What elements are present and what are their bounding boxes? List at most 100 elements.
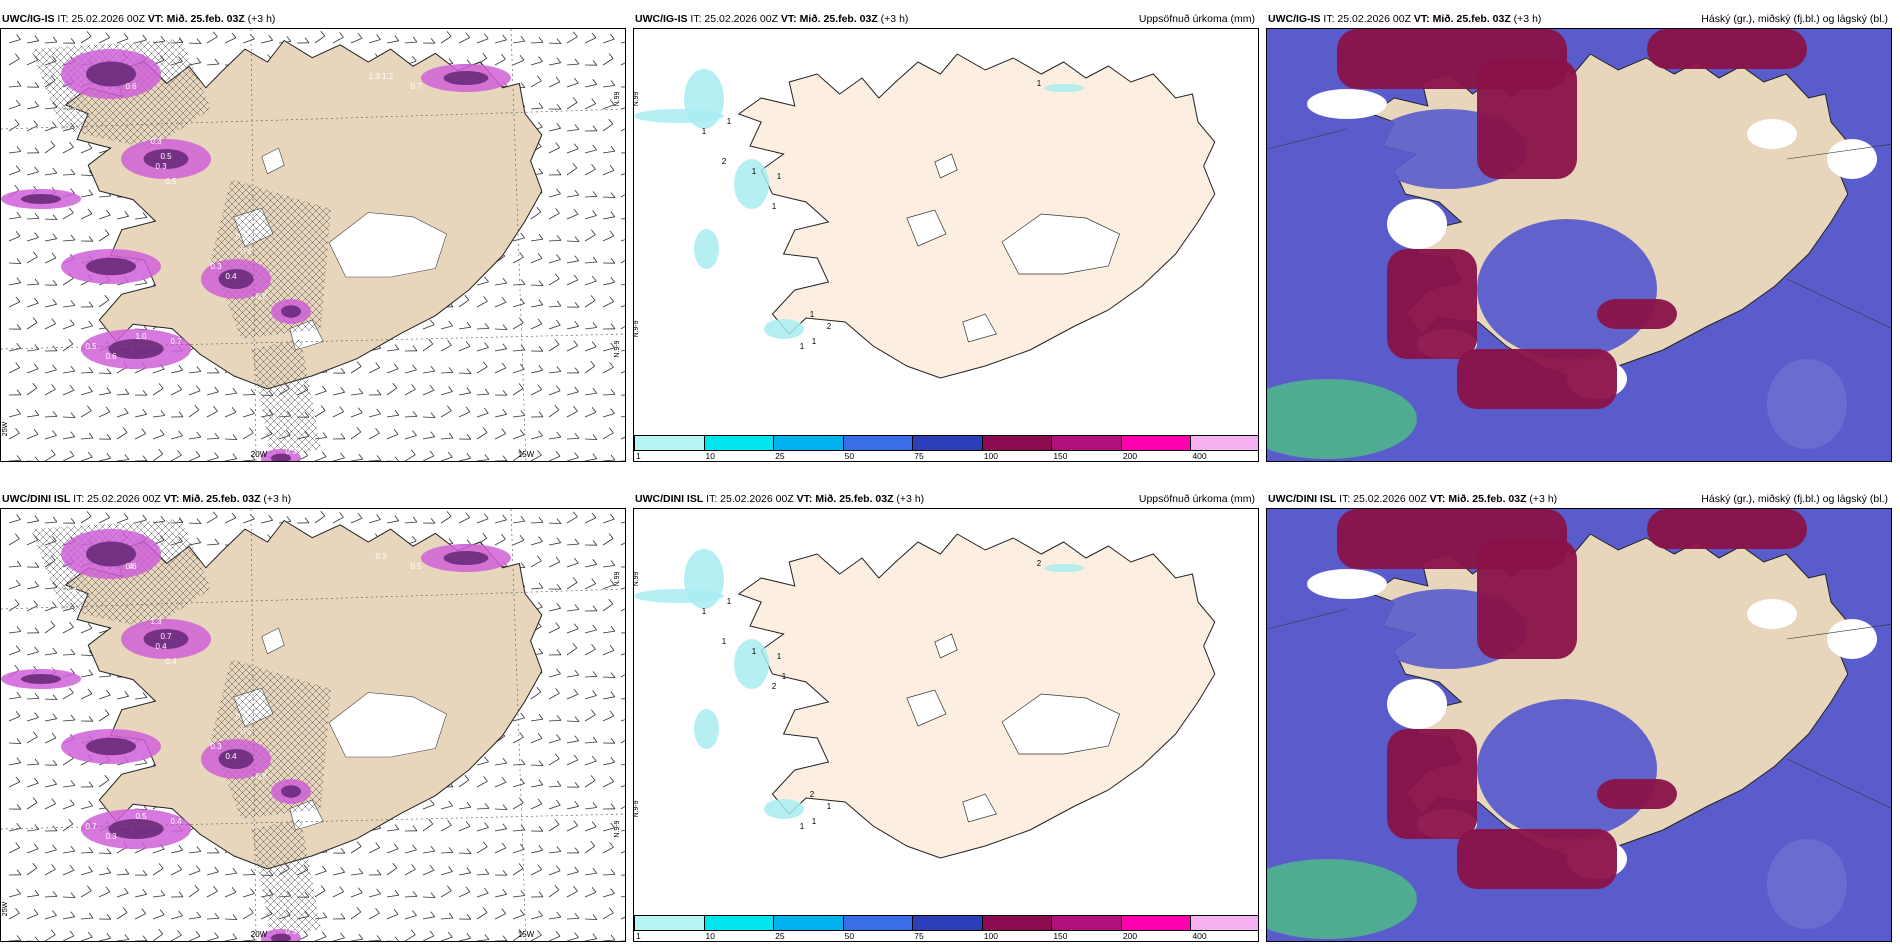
wind-barb [8, 58, 20, 66]
wind-barb [62, 935, 75, 941]
wind-barb-flag [519, 843, 525, 850]
high-cloud [1387, 729, 1477, 839]
wind-barb [44, 718, 57, 722]
wind-barb-flag [52, 411, 58, 417]
wind-barb [404, 915, 417, 920]
wind-barb [332, 516, 344, 524]
wind-barb-flag [536, 75, 542, 82]
wind-barb-flag [375, 427, 380, 434]
precip-area [1044, 84, 1084, 92]
contour-label: 1 [782, 672, 787, 681]
wind-barb [8, 827, 21, 832]
lead-time: (+3 h) [260, 493, 292, 505]
wind-barb-flag [88, 367, 94, 373]
wind-barb-flag [592, 802, 598, 808]
wind-barb [404, 435, 417, 440]
wind-barb-flag [159, 429, 165, 435]
wind-barb-flag [608, 53, 614, 59]
wind-barb [620, 739, 625, 744]
wind-barb [44, 606, 57, 612]
wind-barb [314, 936, 327, 941]
wind-barb-flag [34, 561, 40, 568]
wind-barb-flag [554, 404, 560, 411]
wind-barb [8, 742, 22, 744]
wind-barb [584, 168, 596, 176]
wind-barb [566, 438, 580, 440]
valid-time-label: VT: [1413, 13, 1430, 25]
wind-barb [152, 434, 165, 440]
wind-barb-flag [590, 229, 596, 236]
wind-barb [602, 874, 616, 876]
wind-barb-flag [537, 449, 542, 456]
wind-barb-flag [484, 934, 490, 940]
wind-barb-flag [14, 533, 20, 540]
wind-barb [602, 38, 615, 44]
wind-barb [80, 871, 93, 876]
wind-barb-flag [87, 208, 93, 215]
wind-barb-flag [339, 511, 344, 518]
contour-label: 0.8 [235, 712, 247, 721]
wind-barb [350, 37, 363, 44]
panel-title: UWC/IG-IS IT: 25.02.2026 00Z VT: Mið. 25… [2, 10, 275, 28]
wind-barb-flag [412, 345, 418, 352]
wind-barb [548, 758, 560, 766]
wind-barb-flag [466, 453, 472, 459]
contour-label: 0.6 [235, 232, 247, 241]
colorbar-swatch [981, 435, 1053, 451]
wind-barb-flag [34, 278, 40, 285]
wind-barb-flag [430, 37, 436, 44]
wind-barb-flag [520, 232, 525, 239]
wind-barb-flag [518, 448, 524, 455]
wind-barb-flag [142, 389, 148, 396]
wind-barb-flag [34, 758, 40, 765]
wind-barb-flag [448, 386, 453, 392]
map-area: 1 1 2 1 1 1 1 1 2 1 1 N.99 N.9-9 1 10 25 50 75 100 150 200 40… [633, 28, 1259, 462]
wind-barb [584, 458, 597, 461]
wind-barb [422, 343, 434, 352]
wind-barb-flag [484, 868, 490, 875]
wind-barb-flag [160, 890, 166, 896]
wind-barb-flag [466, 913, 472, 920]
icing-hatch [211, 179, 331, 339]
lead-time: (+3 h) [1510, 13, 1542, 25]
wind-barb-flag [322, 912, 328, 918]
wind-barb-flag [34, 147, 40, 154]
wind-barb-flag [86, 885, 92, 892]
wind-barb-flag [466, 539, 472, 546]
low-cloud [1477, 699, 1657, 839]
wind-barb-flag [232, 434, 238, 440]
wind-barb [44, 625, 56, 634]
wind-barb-flag [69, 930, 75, 937]
wind-barb [404, 868, 416, 876]
panel-header: UWC/DINI ISL IT: 25.02.2026 00Z VT: Mið.… [633, 490, 1259, 508]
wind-barb [530, 284, 544, 286]
wind-barb [44, 698, 58, 700]
precip-core [143, 629, 189, 649]
wind-barb-flag [610, 803, 616, 810]
wind-barb-flag [610, 560, 616, 566]
wind-barb [314, 456, 327, 461]
wind-barb [44, 172, 57, 176]
wind-barb-flag [610, 211, 616, 217]
wind-barb [62, 174, 76, 176]
contour-label: 0.4 [165, 657, 177, 666]
wind-barb-flag [448, 538, 454, 544]
wind-barb [566, 825, 578, 832]
wind-barb-flag [519, 429, 525, 435]
wind-barb-flag [142, 869, 148, 876]
wind-barb-flag [520, 824, 526, 831]
wind-barb-flag [104, 294, 110, 301]
wind-barb-flag [177, 929, 182, 936]
wind-barb [62, 626, 74, 634]
wind-barb-flag [321, 451, 327, 457]
wind-barb-flag [501, 533, 506, 540]
wind-barb-flag [16, 935, 22, 941]
wind-barb [584, 583, 596, 590]
colorbar-tick: 150 [1053, 931, 1068, 941]
wind-barb-flag [52, 779, 58, 785]
colorbar-swatch [634, 435, 705, 451]
panel-title: UWC/DINI ISL IT: 25.02.2026 00Z VT: Mið.… [1268, 490, 1557, 508]
precip-area [684, 69, 724, 129]
wind-barb [602, 432, 614, 440]
wind-barb [584, 37, 597, 44]
